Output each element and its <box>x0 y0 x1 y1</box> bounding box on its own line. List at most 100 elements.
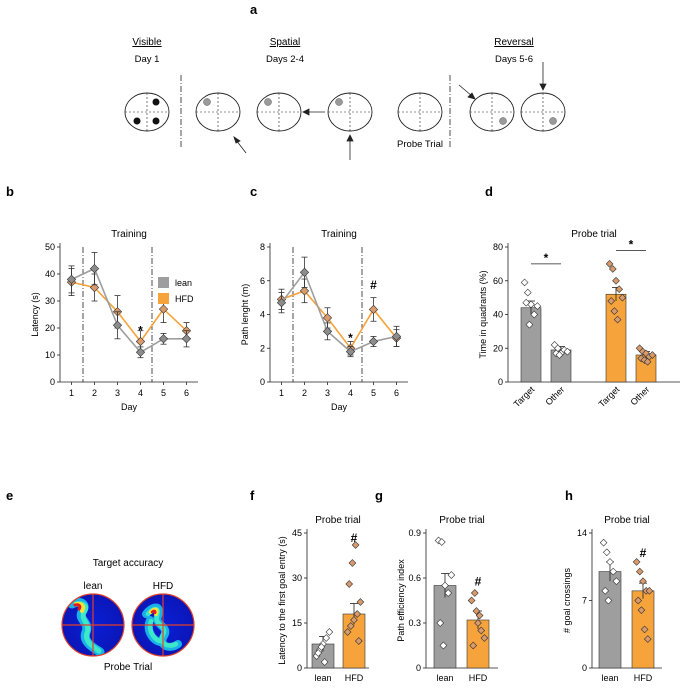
reversal-days: Days 5-6 <box>495 54 533 65</box>
individual-point <box>563 347 572 356</box>
visible-title: Visible <box>132 37 162 48</box>
probe-trial-label: Probe Trial <box>397 139 443 150</box>
spatial-days: Days 2-4 <box>266 54 304 65</box>
individual-point <box>467 596 476 605</box>
bar-group <box>605 260 627 383</box>
series-line <box>71 281 188 343</box>
significance-mark: # <box>475 575 482 589</box>
chart-title: Training <box>111 229 147 240</box>
individual-point <box>520 278 529 287</box>
panel-b-latency-chart: b 0 10 20 30 40 50 Latency (s) Training 1 2 3 4 5 6 Day… <box>6 184 198 412</box>
y-axis-label: Latency to the first goal entry (s) <box>277 536 287 665</box>
y-tick-label: 20 <box>45 323 55 333</box>
y-tick-label: 0.3 <box>408 618 421 628</box>
individual-point <box>602 548 611 557</box>
y-tick-label: 0 <box>498 377 503 387</box>
individual-point <box>480 634 489 642</box>
panel-h-goal-crossings-chart: h 0 7 14 # goal crossings Probe trial lean HFD # <box>562 488 662 683</box>
panel-label-f: f <box>250 488 255 503</box>
individual-point <box>613 315 622 324</box>
individual-point <box>599 538 608 547</box>
y-tick-label: 45 <box>292 528 302 538</box>
x-tick-label: 3 <box>325 388 330 398</box>
x-tick-label: lean <box>314 673 331 683</box>
series-hfd <box>276 278 402 356</box>
y-tick-label: 7 <box>582 596 587 606</box>
y-axis-label: Time in quadrants (%) <box>478 270 488 358</box>
individual-point <box>351 541 360 549</box>
bar <box>520 307 542 383</box>
data-point <box>368 336 379 347</box>
individual-point <box>474 619 482 627</box>
individual-point <box>348 559 357 567</box>
x-tick-label: Target <box>597 384 622 409</box>
individual-point <box>643 635 652 643</box>
data-point <box>135 336 146 347</box>
arrowhead-icon <box>467 92 476 100</box>
heatmap-hfd <box>131 593 195 657</box>
individual-point <box>477 626 486 635</box>
data-point <box>89 282 100 293</box>
data-point <box>345 347 356 357</box>
individual-point <box>615 285 624 294</box>
y-axis-label: Path efficiency index <box>396 559 406 642</box>
data-point <box>66 274 77 285</box>
individual-point <box>643 357 652 366</box>
y-tick-label: 10 <box>45 350 55 360</box>
significance-mark: # <box>640 546 647 560</box>
data-point <box>112 320 123 330</box>
y-tick-label: 0 <box>297 663 302 673</box>
individual-point <box>634 596 643 605</box>
x-axis-label: Day <box>331 402 348 412</box>
individual-point <box>469 641 478 650</box>
bar-group <box>311 628 335 669</box>
x-tick-label: Target <box>512 384 537 409</box>
individual-point <box>314 649 323 657</box>
individual-point <box>608 265 617 273</box>
individual-point <box>640 625 649 634</box>
pool-spatial-2 <box>256 92 302 132</box>
panel-label-b: b <box>6 184 14 199</box>
chart-title: Training <box>321 229 357 240</box>
y-tick-label: 6 <box>260 276 265 286</box>
x-tick-label: 5 <box>371 388 376 398</box>
bar-group <box>550 341 572 383</box>
panel-label-e: e <box>6 488 13 503</box>
panel-c-path-length-chart: c 0 2 4 6 8 Path lenght (m) Training 1 2 3 4 5 6 Day * # <box>240 184 408 412</box>
individual-point <box>607 297 616 305</box>
individual-point <box>606 558 614 566</box>
x-tick-label: lean <box>436 673 453 683</box>
data-point <box>181 334 192 344</box>
data-point <box>368 304 379 315</box>
x-axis-label: Day <box>121 402 138 412</box>
bar-group <box>635 344 657 383</box>
spatial-title: Spatial <box>270 37 301 48</box>
individual-point <box>648 351 657 359</box>
data-point <box>276 298 287 308</box>
individual-point <box>533 302 542 310</box>
series-line <box>71 267 187 354</box>
panel-a-schematic: a Visible Day 1 Spatial Days 2-4 Reversa… <box>124 2 566 160</box>
individual-point <box>618 293 627 302</box>
y-tick-label: 40 <box>45 269 55 279</box>
series-line <box>280 270 397 353</box>
individual-point <box>437 538 446 546</box>
arrowhead-icon <box>346 134 354 142</box>
data-point <box>299 286 310 296</box>
bar-group <box>520 278 542 383</box>
individual-point <box>612 276 620 285</box>
arrowhead-icon <box>302 108 310 116</box>
individual-point <box>637 606 646 614</box>
panel-g-path-efficiency-chart: g 0 0.3 0.6 0.9 Path efficiency index Probe tr… <box>375 488 498 683</box>
individual-point <box>645 587 654 595</box>
x-tick-label: 6 <box>394 388 399 398</box>
individual-point <box>346 622 355 630</box>
individual-point <box>354 637 363 645</box>
arrowhead-icon <box>233 136 241 144</box>
individual-point <box>472 607 481 615</box>
data-point <box>322 313 333 323</box>
y-axis-label: # goal crossings <box>562 567 572 633</box>
x-tick-label: 1 <box>69 388 74 398</box>
y-tick-label: 80 <box>493 242 503 252</box>
data-point <box>158 304 169 314</box>
